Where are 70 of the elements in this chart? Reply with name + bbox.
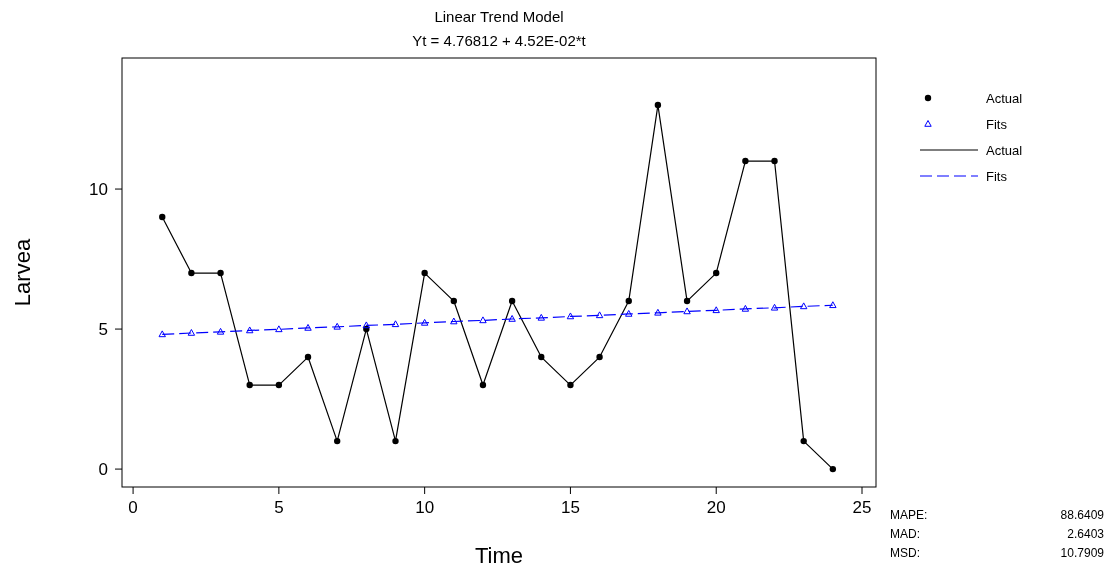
point (683, 297, 691, 305)
point (159, 213, 166, 221)
point (829, 465, 837, 473)
text: MAD: (890, 527, 920, 541)
point (479, 381, 487, 389)
x-tick-label: 5 (274, 498, 284, 517)
y-tick-label: 10 (89, 180, 108, 200)
point (158, 330, 166, 338)
point (625, 309, 633, 317)
point (742, 157, 749, 165)
point (479, 316, 487, 324)
point (391, 320, 400, 328)
point (566, 312, 575, 320)
legend-label: Fits (986, 169, 1008, 184)
point (712, 306, 720, 314)
point (508, 297, 516, 305)
text: 88.6409 (1060, 508, 1105, 522)
x-tick-label: 25 (852, 498, 872, 517)
point (800, 437, 807, 445)
x-tick-label: 10 (415, 498, 435, 517)
point (420, 318, 429, 326)
point (362, 321, 371, 329)
x-tick-label: 15 (560, 498, 580, 517)
point (799, 302, 808, 310)
legend-label: Actual (986, 143, 1023, 158)
point (654, 101, 662, 109)
point (392, 437, 399, 445)
point (333, 322, 341, 330)
x-tick-label: 20 (706, 498, 726, 517)
y-tick-label: 0 (98, 460, 108, 480)
point (246, 326, 254, 334)
point (304, 353, 312, 361)
text: MSD: (890, 546, 920, 560)
point (771, 157, 778, 165)
point (596, 353, 603, 361)
point (625, 297, 632, 305)
text: 10.7909 (1060, 546, 1105, 560)
y-tick-label: 5 (98, 320, 108, 340)
text: 2.6403 (1067, 527, 1105, 541)
point (538, 353, 545, 361)
y-axis-title: Larvea (10, 238, 35, 307)
chart-title: Linear Trend Model (434, 8, 564, 25)
point (304, 323, 312, 331)
point (654, 308, 662, 316)
text: MAPE: (890, 508, 928, 522)
point (275, 325, 283, 333)
text: Actual (986, 91, 1023, 106)
point (275, 381, 283, 389)
point (333, 437, 341, 445)
point (567, 381, 574, 389)
point (829, 301, 837, 309)
x-tick-label: 0 (128, 498, 138, 517)
point (188, 269, 195, 277)
point (450, 297, 458, 305)
point (741, 304, 750, 312)
point (217, 269, 224, 277)
point (537, 313, 545, 321)
point (421, 269, 428, 277)
point (246, 381, 253, 389)
point (713, 269, 720, 277)
point (450, 317, 458, 325)
chart-subtitle: Yt = 4.76812 + 4.52E-02*t (412, 32, 587, 49)
point (216, 327, 225, 335)
point (508, 314, 516, 322)
point (770, 303, 779, 311)
point (595, 311, 604, 319)
point (187, 328, 196, 336)
point (683, 307, 691, 315)
x-axis-title: Time (474, 543, 524, 568)
text: Fits (986, 117, 1007, 132)
